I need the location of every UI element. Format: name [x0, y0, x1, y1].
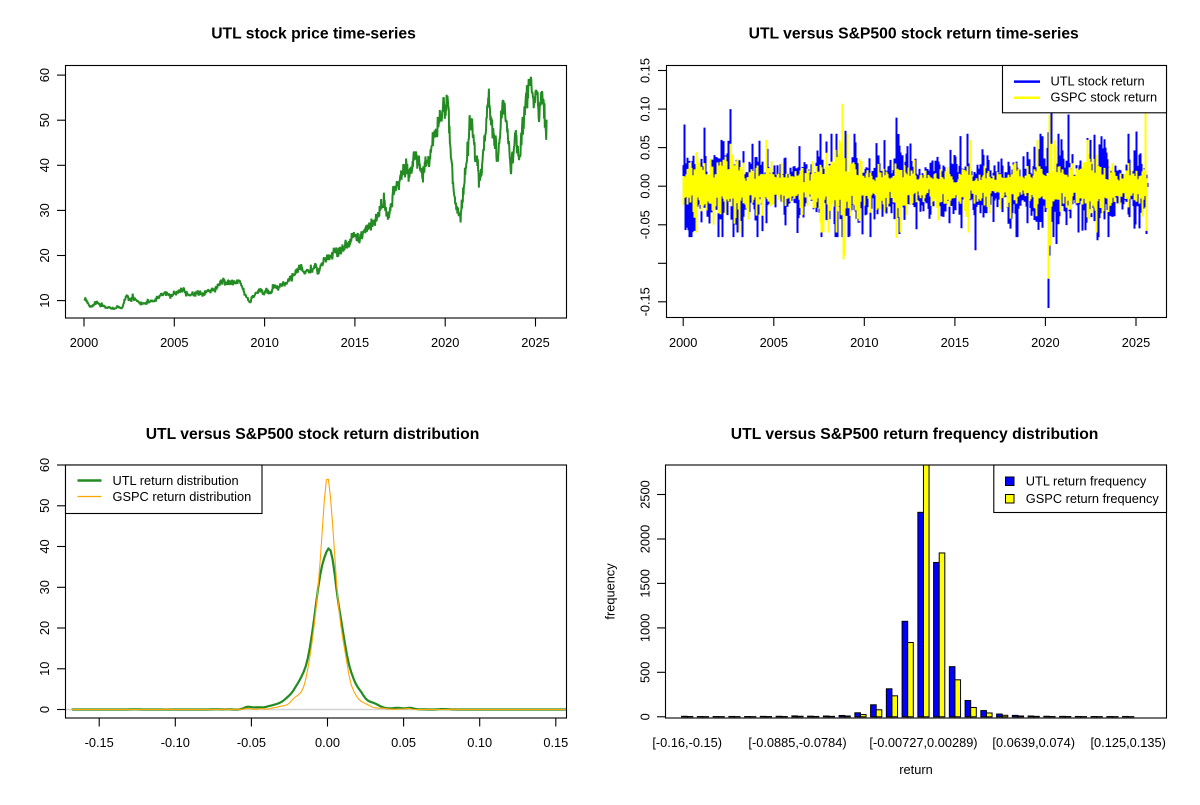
- svg-text:2000: 2000: [638, 525, 653, 553]
- svg-text:0.05: 0.05: [391, 735, 416, 750]
- svg-text:UTL versus S&P500 stock return: UTL versus S&P500 stock return time-seri…: [749, 26, 1079, 43]
- svg-text:0: 0: [638, 713, 653, 720]
- svg-text:30: 30: [37, 203, 52, 217]
- svg-text:2005: 2005: [760, 335, 788, 350]
- svg-text:UTL stock return: UTL stock return: [1051, 74, 1145, 89]
- svg-text:50: 50: [37, 499, 52, 513]
- svg-text:20: 20: [37, 621, 52, 635]
- svg-text:2005: 2005: [160, 335, 188, 350]
- svg-text:[0.125,0.135): [0.125,0.135): [1090, 735, 1165, 750]
- svg-text:0.15: 0.15: [638, 58, 653, 83]
- svg-text:2015: 2015: [341, 335, 369, 350]
- svg-text:10: 10: [37, 293, 52, 307]
- svg-text:GSPC return frequency: GSPC return frequency: [1026, 491, 1160, 506]
- svg-text:60: 60: [37, 68, 52, 82]
- svg-text:1000: 1000: [638, 614, 653, 642]
- svg-text:10: 10: [37, 662, 52, 676]
- svg-text:return: return: [899, 762, 932, 777]
- svg-text:UTL return frequency: UTL return frequency: [1026, 474, 1147, 489]
- svg-text:60: 60: [37, 458, 52, 472]
- svg-text:2025: 2025: [521, 335, 549, 350]
- svg-text:0.10: 0.10: [638, 97, 653, 122]
- svg-text:20: 20: [37, 248, 52, 262]
- svg-text:[-0.00727,0.00289): [-0.00727,0.00289): [869, 735, 977, 750]
- svg-text:[-0.16,-0.15): [-0.16,-0.15): [652, 735, 722, 750]
- svg-text:GSPC stock return: GSPC stock return: [1051, 90, 1158, 105]
- svg-text:-0.05: -0.05: [237, 735, 266, 750]
- svg-text:50: 50: [37, 113, 52, 127]
- svg-text:UTL return distribution: UTL return distribution: [113, 473, 239, 488]
- svg-text:0.00: 0.00: [638, 174, 653, 199]
- svg-text:0.00: 0.00: [315, 735, 340, 750]
- svg-text:-0.15: -0.15: [85, 735, 114, 750]
- svg-text:0.10: 0.10: [467, 735, 492, 750]
- svg-text:0.15: 0.15: [543, 735, 568, 750]
- svg-text:2500: 2500: [638, 480, 653, 508]
- svg-text:2000: 2000: [669, 335, 697, 350]
- svg-text:500: 500: [638, 662, 653, 683]
- svg-text:-0.10: -0.10: [161, 735, 190, 750]
- svg-text:2010: 2010: [850, 335, 878, 350]
- svg-text:40: 40: [37, 539, 52, 553]
- svg-text:UTL stock price time-series: UTL stock price time-series: [211, 26, 416, 43]
- svg-text:UTL versus S&P500 return frequ: UTL versus S&P500 return frequency distr…: [731, 426, 1099, 443]
- svg-text:[-0.0885,-0.0784): [-0.0885,-0.0784): [748, 735, 846, 750]
- svg-text:1500: 1500: [638, 569, 653, 597]
- svg-text:2015: 2015: [941, 335, 969, 350]
- svg-text:GSPC return distribution: GSPC return distribution: [113, 489, 252, 504]
- svg-text:2025: 2025: [1122, 335, 1150, 350]
- svg-text:2020: 2020: [431, 335, 459, 350]
- svg-text:0: 0: [37, 706, 52, 713]
- svg-text:2020: 2020: [1031, 335, 1059, 350]
- svg-text:UTL versus S&P500 stock return: UTL versus S&P500 stock return distribut…: [146, 426, 480, 443]
- svg-text:[0.0639,0.074): [0.0639,0.074): [992, 735, 1075, 750]
- svg-text:40: 40: [37, 158, 52, 172]
- svg-text:-0.15: -0.15: [638, 287, 653, 316]
- svg-text:-0.05: -0.05: [638, 210, 653, 239]
- svg-text:30: 30: [37, 580, 52, 594]
- svg-text:2010: 2010: [250, 335, 278, 350]
- svg-text:0.05: 0.05: [638, 135, 653, 160]
- svg-text:2000: 2000: [70, 335, 98, 350]
- svg-text:frequency: frequency: [603, 563, 618, 620]
